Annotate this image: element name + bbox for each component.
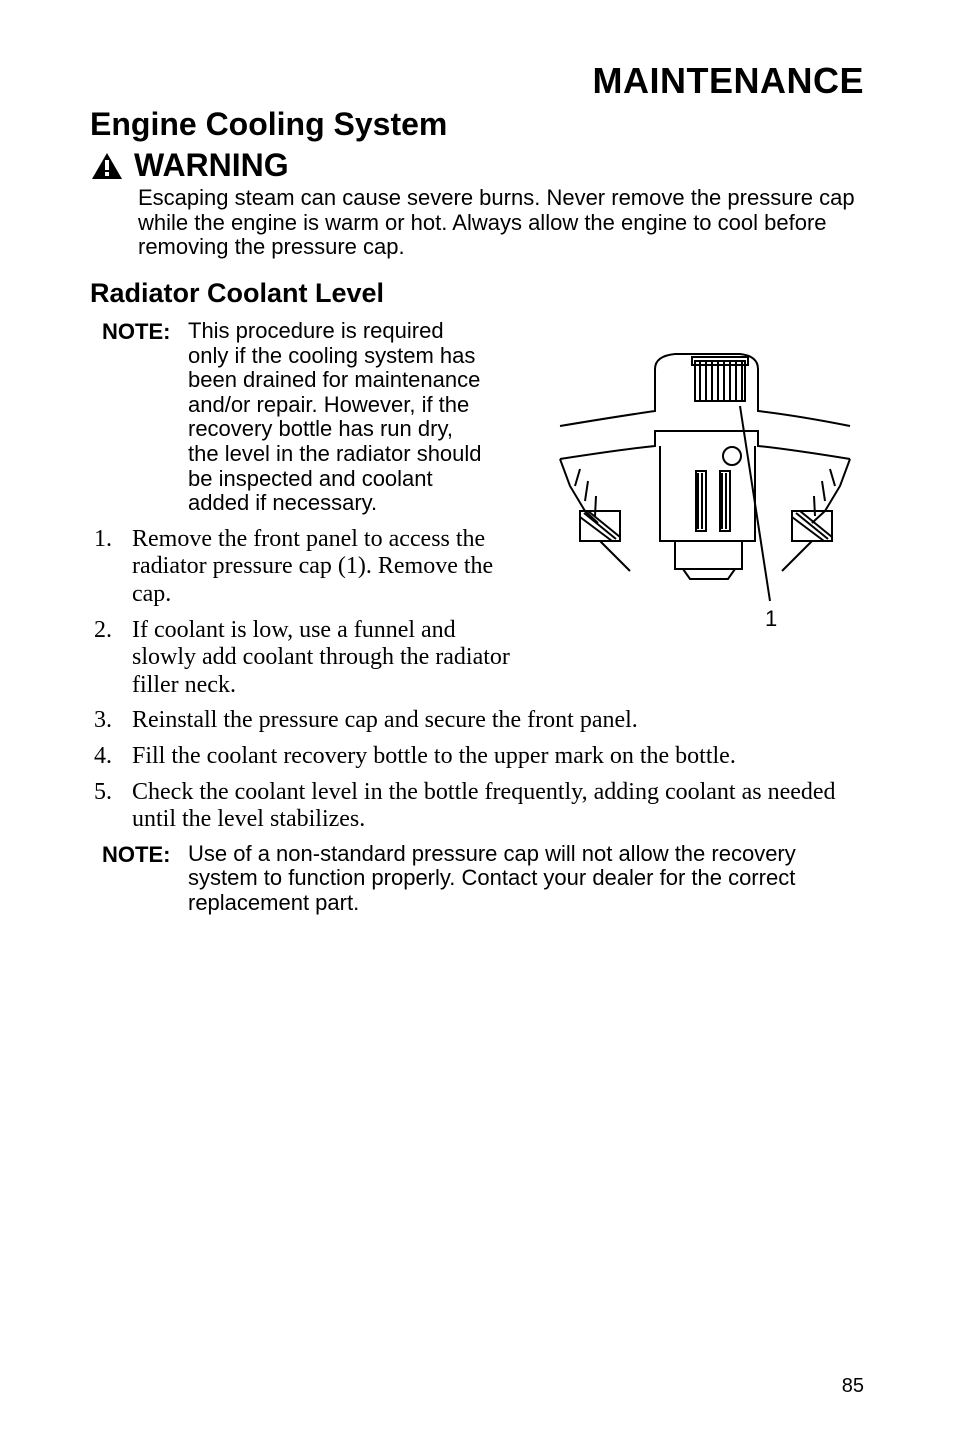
content-body: 1 NOTE: This procedure is required only … [90,319,864,916]
section-title: Engine Cooling System [90,106,864,143]
warning-heading-row: WARNING [90,147,864,184]
step-2: If coolant is low, use a funnel and slow… [118,617,512,700]
note-1-text: This procedure is required only if the c… [188,319,482,516]
page-number: 85 [842,1375,864,1398]
subsection-title: Radiator Coolant Level [90,278,864,309]
page-header-title: MAINTENANCE [90,60,864,102]
step-4: Fill the coolant recovery bottle to the … [118,743,864,771]
step-3: Reinstall the pressure cap and secure th… [118,707,864,735]
warning-triangle-icon [90,151,124,181]
note-1: NOTE: This procedure is required only if… [102,319,482,516]
radiator-cap-diagram: 1 [540,311,870,636]
step-5: Check the coolant level in the bottle fr… [118,779,864,834]
note-2-text: Use of a non-standard pressure cap will … [188,842,842,916]
note-2-label: NOTE: [102,842,188,916]
note-2: NOTE: Use of a non-standard pressure cap… [102,842,842,916]
step-1: Remove the front panel to access the rad… [118,526,512,609]
diagram-callout-1: 1 [765,606,777,631]
warning-label: WARNING [134,147,289,184]
note-1-label: NOTE: [102,319,188,516]
warning-text: Escaping steam can cause severe burns. N… [138,186,864,260]
